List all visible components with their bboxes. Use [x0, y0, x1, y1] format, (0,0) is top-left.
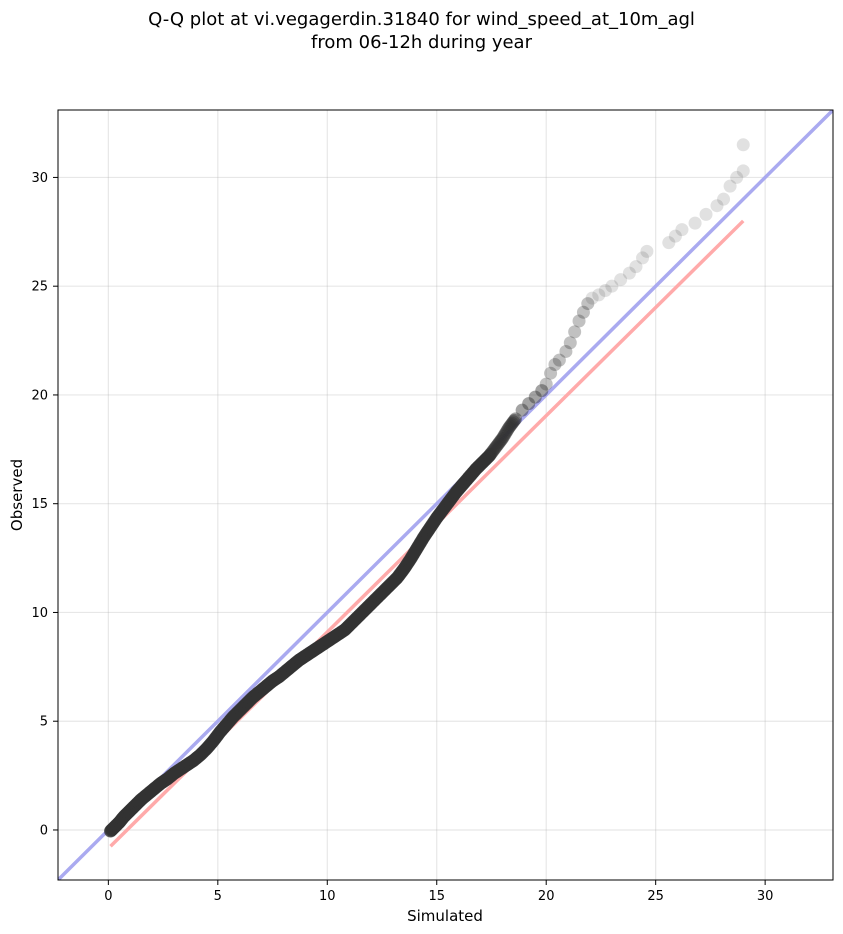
x-tick-label: 25: [647, 889, 664, 904]
plot-frame: [57, 109, 834, 881]
data-point: [736, 138, 750, 152]
data-point: [710, 199, 724, 213]
data-point: [622, 266, 636, 280]
data-point: [502, 421, 516, 435]
data-point: [559, 344, 573, 358]
data-point: [509, 412, 523, 426]
data-point: [484, 446, 498, 460]
data-point: [483, 447, 497, 461]
data-point: [699, 207, 713, 221]
data-point: [552, 353, 566, 367]
chart-title: Q-Q plot at vi.vegagerdin.31840 for wind…: [0, 8, 843, 54]
data-point: [539, 377, 553, 391]
data-point: [498, 428, 512, 442]
x-tick-label: 0: [104, 889, 112, 904]
data-point: [499, 426, 513, 440]
data-point: [668, 229, 682, 243]
chart-title-line2: from 06-12h during year: [311, 32, 532, 53]
x-tick-label: 15: [428, 889, 445, 904]
chart-title-line1: Q-Q plot at vi.vegagerdin.31840 for wind…: [148, 9, 695, 30]
data-point: [563, 336, 577, 350]
y-tick-label: 15: [31, 497, 48, 512]
data-point: [598, 284, 612, 298]
y-tick-label: 0: [40, 823, 48, 838]
data-point: [730, 170, 744, 184]
data-point: [501, 422, 515, 436]
data-point: [493, 434, 507, 448]
data-point: [605, 279, 619, 293]
data-point: [723, 179, 737, 193]
x-tick-label: 30: [757, 889, 774, 904]
data-point: [736, 164, 750, 178]
y-tick-label: 25: [31, 280, 48, 295]
data-point: [492, 436, 506, 450]
data-point: [535, 384, 549, 398]
data-point: [636, 251, 650, 265]
data-point: [488, 442, 502, 456]
data-point: [528, 390, 542, 404]
data-point: [503, 419, 517, 433]
data-point: [688, 216, 702, 230]
data-point: [489, 440, 503, 454]
data-point: [491, 437, 505, 451]
data-point: [568, 325, 582, 339]
data-point: [504, 418, 518, 432]
data-point: [675, 223, 689, 237]
data-point: [500, 424, 514, 438]
data-point: [497, 430, 511, 444]
data-point: [505, 416, 519, 430]
data-point: [572, 314, 586, 328]
y-axis-label: Observed: [8, 459, 26, 531]
x-tick-label: 20: [538, 889, 555, 904]
data-point: [487, 443, 501, 457]
data-point: [506, 415, 520, 429]
grid-lines: [58, 110, 833, 880]
data-point: [495, 431, 509, 445]
data-point: [490, 439, 504, 453]
data-point: [717, 192, 731, 206]
x-tick-label: 10: [319, 889, 336, 904]
y-tick-label: 5: [40, 715, 48, 730]
y-tick-label: 20: [31, 388, 48, 403]
y-tick-label: 30: [31, 171, 48, 186]
data-point: [585, 291, 599, 305]
data-point: [581, 297, 595, 311]
data-point: [629, 260, 643, 274]
y-axis-ticks: 0 5 10 15 20 25 30: [31, 171, 58, 838]
data-point: [548, 357, 562, 371]
x-tick-label: 5: [214, 889, 222, 904]
data-point: [507, 413, 521, 427]
data-point: [494, 433, 508, 447]
data-point: [576, 305, 590, 319]
x-axis-label: Simulated: [407, 907, 483, 925]
data-point: [662, 236, 676, 250]
data-point: [614, 273, 628, 287]
data-point: [515, 403, 529, 417]
identity-line: [58, 110, 833, 880]
data-point: [486, 444, 500, 458]
scatter-points: [104, 138, 750, 838]
x-axis-ticks: 0 5 10 15 20 25 30: [104, 880, 773, 904]
data-point: [522, 397, 536, 411]
data-point: [592, 288, 606, 302]
y-tick-label: 10: [31, 606, 48, 621]
data-point: [640, 244, 654, 258]
data-point: [544, 366, 558, 380]
